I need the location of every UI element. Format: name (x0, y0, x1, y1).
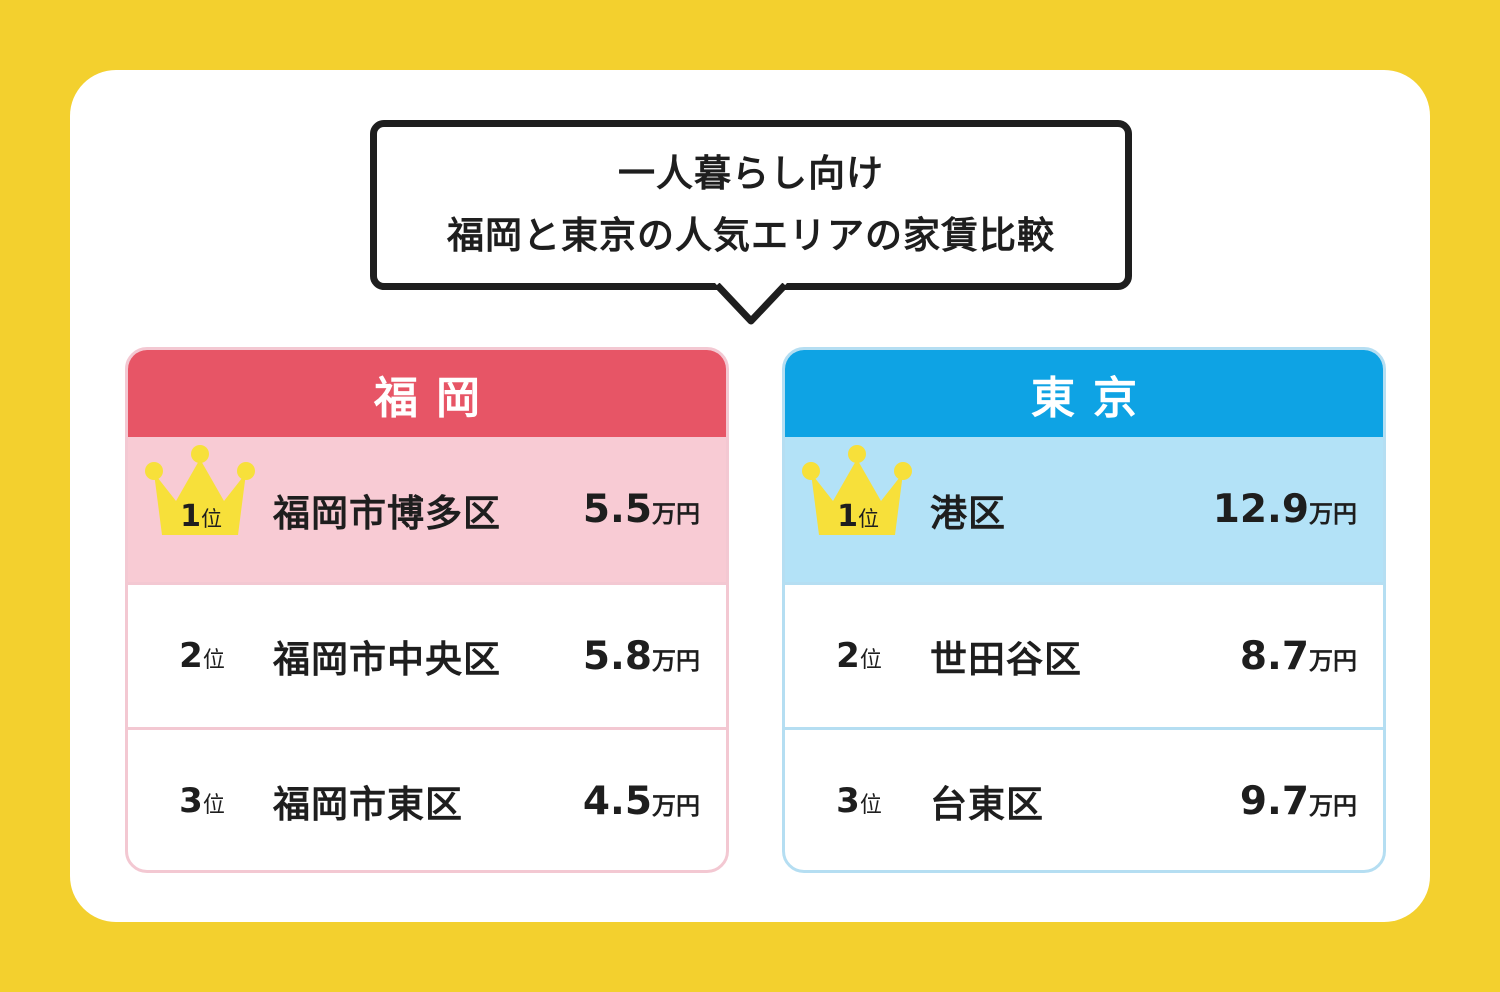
rank-label: 1位 (837, 499, 879, 534)
rent-price: 5.5万円 (582, 487, 700, 532)
fukuoka-row-1: 1位 福岡市博多区 5.5万円 (128, 437, 726, 582)
fukuoka-row-2: 2位 福岡市中央区 5.8万円 (128, 582, 726, 727)
title-line-1: 一人暮らし向け (618, 152, 884, 195)
rent-price: 4.5万円 (582, 778, 700, 824)
title-box: 一人暮らし向け 福岡と東京の人気エリアの家賃比較 (370, 120, 1132, 290)
crown-icon (145, 445, 255, 535)
area-name: 港区 (930, 491, 1006, 535)
tokyo-heading: 東京 (785, 350, 1383, 437)
rank-label: 1位 (180, 499, 222, 534)
fukuoka-panel: 福岡 1位 福岡市博多区 5.5万円 2位 福岡市中央区 5.8万円 3位 福岡… (125, 347, 729, 873)
rent-price: 8.7万円 (1239, 633, 1357, 679)
area-name: 世田谷区 (930, 638, 1082, 681)
rent-price: 12.9万円 (1212, 487, 1357, 532)
fukuoka-heading: 福岡 (128, 350, 726, 437)
rent-price: 5.8万円 (582, 633, 700, 679)
rank-label: 2位 (836, 636, 882, 676)
rent-price: 9.7万円 (1239, 778, 1357, 824)
tokyo-row-3: 3位 台東区 9.7万円 (785, 727, 1383, 870)
area-name: 福岡市中央区 (273, 638, 501, 681)
tokyo-row-2: 2位 世田谷区 8.7万円 (785, 582, 1383, 727)
fukuoka-row-3: 3位 福岡市東区 4.5万円 (128, 727, 726, 870)
area-name: 台東区 (930, 783, 1044, 826)
tokyo-row-1: 1位 港区 12.9万円 (785, 437, 1383, 582)
rank-label: 3位 (836, 781, 882, 821)
tokyo-panel: 東京 1位 港区 12.9万円 2位 世田谷区 8.7万円 3位 台東区 9.7… (782, 347, 1386, 873)
rank-label: 3位 (179, 781, 225, 821)
rank-label: 2位 (179, 636, 225, 676)
speech-bubble-tail (715, 283, 787, 325)
area-name: 福岡市博多区 (273, 491, 501, 535)
crown-icon (802, 445, 912, 535)
title-line-2: 福岡と東京の人気エリアの家賃比較 (447, 214, 1055, 257)
area-name: 福岡市東区 (273, 783, 463, 826)
